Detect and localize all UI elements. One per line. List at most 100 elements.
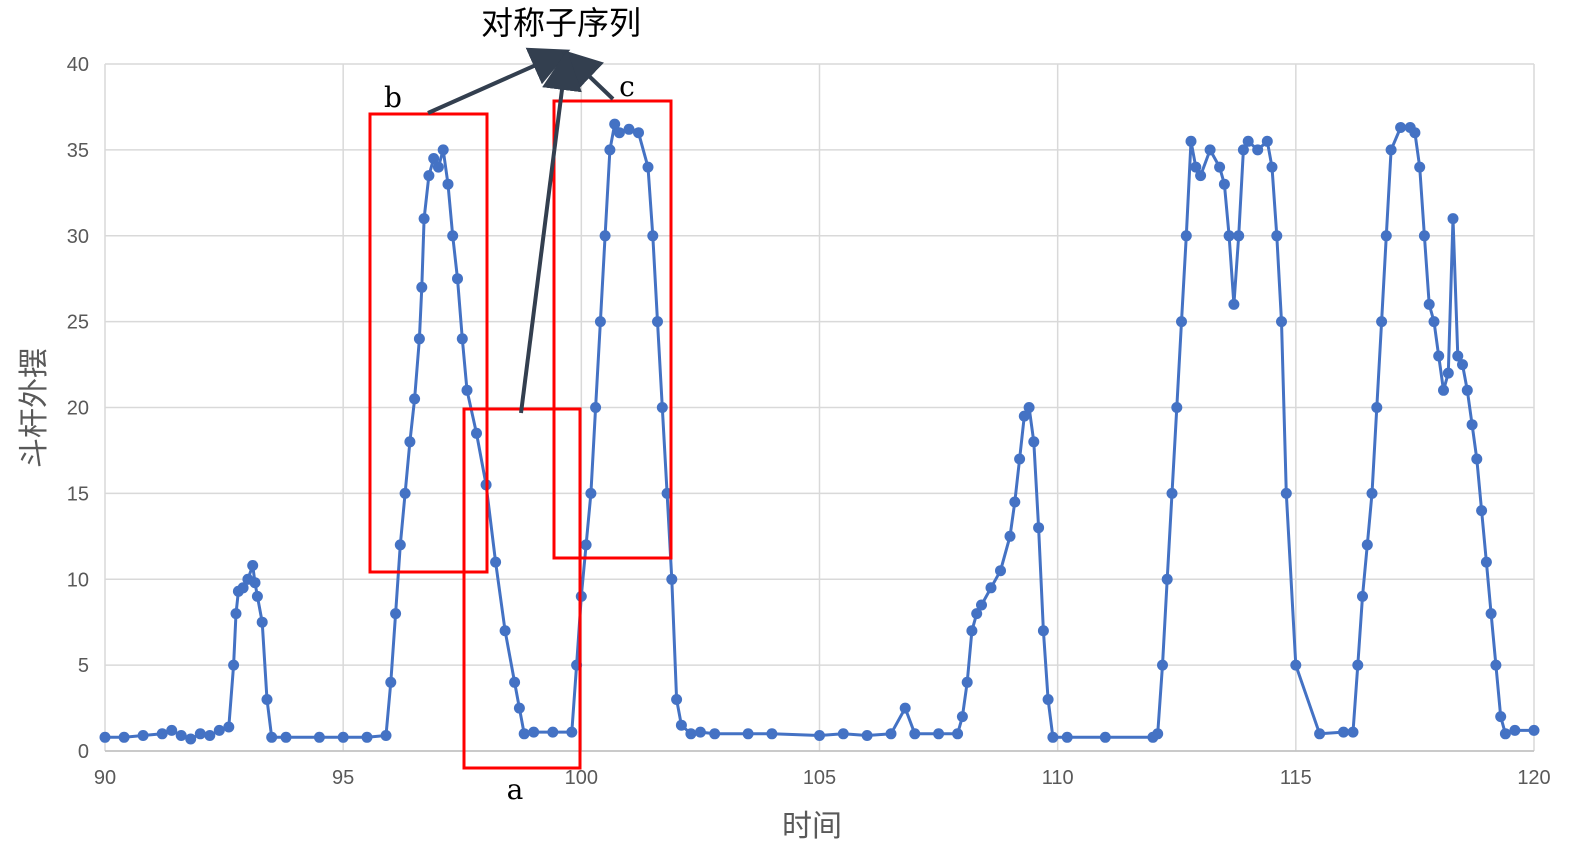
data-point [1442, 367, 1454, 379]
data-point [1361, 539, 1373, 551]
data-point [976, 599, 987, 611]
data-point [952, 728, 964, 740]
data-point [1204, 144, 1216, 156]
data-point [1461, 384, 1473, 396]
x-tick-label: 120 [1517, 767, 1550, 789]
data-point [1009, 496, 1021, 508]
data-point [1447, 213, 1459, 225]
data-point [1418, 230, 1430, 242]
arrow-c [561, 49, 615, 101]
data-point [1042, 694, 1054, 705]
data-point [1528, 724, 1540, 736]
data-point [261, 694, 273, 705]
x-tick-label: 100 [565, 767, 598, 789]
data-point [1190, 161, 1202, 173]
data-point [251, 590, 263, 602]
data-point [633, 127, 644, 139]
data-point [647, 230, 659, 242]
data-point [609, 118, 621, 130]
data-point [390, 608, 402, 620]
y-tick-label: 35 [67, 140, 89, 162]
data-point [961, 676, 973, 688]
data-point [1176, 316, 1187, 328]
data-point [1099, 731, 1111, 743]
data-point [604, 144, 616, 156]
data-point [642, 161, 654, 173]
y-tick-label: 5 [78, 655, 89, 677]
data-point [1423, 298, 1435, 310]
data-point [194, 728, 206, 740]
y-tick-label: 15 [67, 483, 89, 505]
data-point [1195, 170, 1207, 182]
data-point [594, 316, 606, 328]
data-point [1237, 144, 1249, 156]
y-tick-label: 10 [67, 569, 89, 591]
data-point [1338, 726, 1349, 738]
x-tick-label: 90 [94, 767, 116, 789]
data-point [1480, 556, 1492, 568]
data-point [995, 565, 1006, 577]
arrow-b [427, 47, 571, 115]
data-point [1228, 298, 1240, 310]
x-tick-label: 110 [1042, 767, 1074, 789]
data-point [313, 731, 325, 743]
data-point [1018, 410, 1030, 422]
data-point [1180, 230, 1192, 242]
data-point [971, 608, 983, 620]
data-point [1509, 724, 1521, 736]
data-point [585, 487, 597, 499]
data-point [1152, 728, 1164, 740]
data-point [899, 702, 911, 714]
data-point [933, 728, 945, 740]
data-point [185, 733, 197, 745]
data-point [966, 625, 978, 637]
data-point [1242, 135, 1254, 147]
data-point [1371, 402, 1383, 413]
arrow-a [519, 50, 582, 414]
data-point [1023, 402, 1035, 413]
data-point [442, 178, 454, 190]
data-point [437, 144, 449, 156]
data-point [709, 728, 721, 740]
data-point [1280, 487, 1292, 499]
data-point [1276, 316, 1287, 328]
data-point [99, 731, 111, 743]
data-point [1185, 135, 1197, 147]
x-tick-labels: 90 95 100 105 110 115 120 [94, 767, 1551, 789]
data-point [230, 608, 242, 620]
data-point [280, 731, 292, 743]
data-point [675, 719, 687, 731]
data-point [666, 573, 678, 585]
data-point [837, 728, 849, 740]
data-point [249, 577, 261, 589]
data-point [1171, 402, 1183, 413]
data-point [175, 730, 187, 741]
data-point [247, 560, 259, 571]
data-point [623, 123, 635, 135]
data-point [1161, 573, 1173, 585]
data-point [909, 728, 921, 740]
data-point [885, 728, 897, 740]
data-point [1166, 487, 1178, 499]
grid [104, 63, 1535, 752]
data-point [428, 153, 440, 164]
data-point [423, 170, 435, 182]
data-point [1157, 659, 1168, 671]
data-point [1376, 316, 1388, 328]
data-point [137, 730, 149, 741]
data-point [456, 333, 468, 345]
data-point [1261, 135, 1273, 147]
y-tick-labels: 0 5 10 15 20 25 30 35 40 [67, 54, 89, 763]
data-point [1037, 625, 1049, 637]
data-point [1471, 453, 1483, 465]
data-point [256, 616, 268, 628]
data-point [223, 721, 235, 733]
data-point [613, 127, 625, 139]
data-point [432, 161, 444, 173]
data-point [656, 402, 668, 413]
x-axis-title: 时间 [782, 809, 842, 844]
data-point [1061, 731, 1073, 743]
data-point [447, 230, 459, 242]
data-point [1490, 659, 1502, 671]
